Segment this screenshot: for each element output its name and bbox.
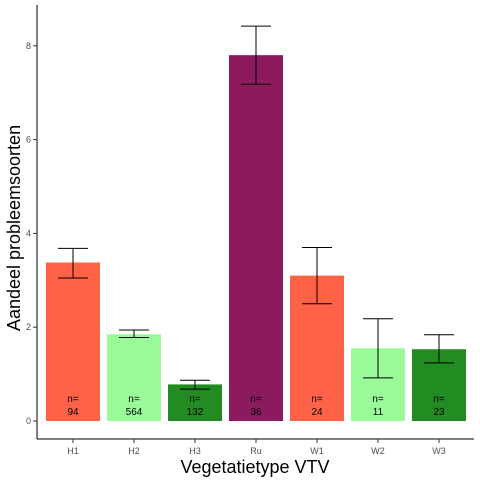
x-tick-label-W3: W3 — [432, 446, 446, 456]
x-axis-ticks: H1 H2 H3 Ru W1 W2 W3 — [67, 439, 446, 456]
x-tick-label-H2: H2 — [128, 446, 140, 456]
bar-H2 — [107, 334, 161, 421]
x-tick-label-W1: W1 — [310, 446, 324, 456]
y-tick-label-2: 2 — [26, 322, 31, 332]
n-value-H3: 132 — [187, 407, 204, 418]
x-tick-label-W2: W2 — [371, 446, 385, 456]
bar-H1 — [46, 262, 100, 421]
n-value-H2: 564 — [126, 407, 143, 418]
error-bars-layer — [58, 25, 454, 390]
sample-size-labels: n= 94 n= 564 n= 132 n= 36 n= 24 n= 11 n= 23 — [67, 394, 445, 418]
x-tick-label-Ru: Ru — [250, 446, 262, 456]
bar-Ru — [229, 55, 283, 422]
n-value-W2: 11 — [373, 407, 384, 418]
y-axis-title: Aandeel probleemsoorten — [4, 125, 24, 331]
bars-layer — [46, 55, 466, 422]
y-tick-label-6: 6 — [26, 135, 31, 145]
n-prefix-H3: n= — [189, 394, 201, 405]
x-tick-label-H1: H1 — [67, 446, 79, 456]
x-axis-title: Vegetatietype VTV — [180, 457, 329, 477]
y-tick-label-8: 8 — [26, 41, 31, 51]
y-axis-ticks: 0 2 4 6 8 — [26, 41, 37, 426]
n-value-H1: 94 — [67, 407, 79, 418]
n-prefix-H2: n= — [128, 394, 140, 405]
n-prefix-W2: n= — [372, 394, 384, 405]
y-tick-label-0: 0 — [26, 416, 31, 426]
bar-H3 — [168, 384, 222, 421]
n-value-W3: 23 — [433, 407, 445, 418]
n-value-W1: 24 — [311, 407, 323, 418]
n-value-Ru: 36 — [250, 407, 262, 418]
n-prefix-W1: n= — [311, 394, 323, 405]
n-prefix-Ru: n= — [250, 394, 262, 405]
y-tick-label-4: 4 — [26, 228, 31, 238]
x-tick-label-H3: H3 — [189, 446, 201, 456]
n-prefix-W3: n= — [433, 394, 445, 405]
n-prefix-H1: n= — [67, 394, 79, 405]
